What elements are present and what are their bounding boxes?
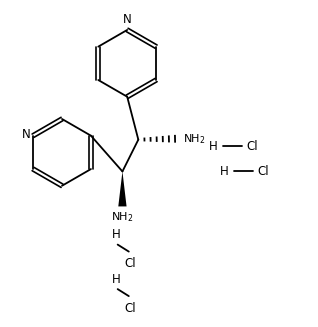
Text: H: H <box>112 273 121 286</box>
Polygon shape <box>118 171 127 206</box>
Text: Cl: Cl <box>125 302 136 315</box>
Text: NH$_2$: NH$_2$ <box>111 210 134 224</box>
Text: H: H <box>209 140 218 152</box>
Text: Cl: Cl <box>125 257 136 270</box>
Text: N: N <box>123 13 132 26</box>
Text: NH$_2$: NH$_2$ <box>183 132 205 146</box>
Text: Cl: Cl <box>246 140 258 152</box>
Text: H: H <box>220 165 229 178</box>
Text: H: H <box>112 229 121 241</box>
Text: N: N <box>22 128 31 141</box>
Text: Cl: Cl <box>258 165 269 178</box>
